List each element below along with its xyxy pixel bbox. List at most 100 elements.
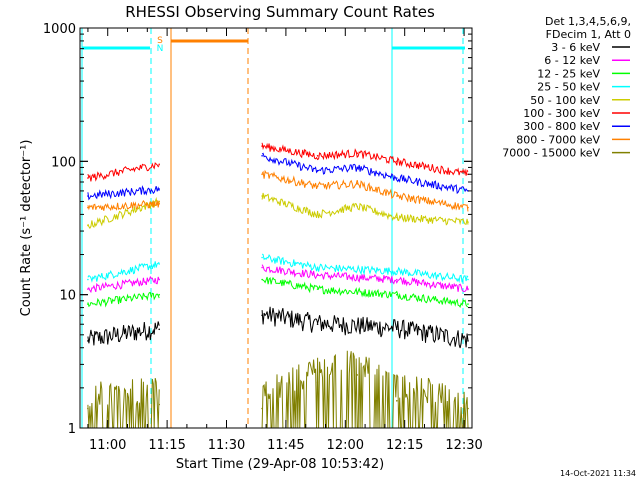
series-800-7000-kev (87, 169, 469, 212)
data-point (467, 221, 469, 223)
chart-title: RHESSI Observing Summary Count Rates (125, 3, 435, 21)
data-point (261, 173, 263, 176)
series-line (87, 377, 160, 429)
data-point (467, 303, 469, 305)
data-point (87, 407, 89, 410)
x-tick-label: 11:00 (89, 438, 126, 453)
data-point (158, 263, 160, 265)
legend-label: 25 - 50 keV (537, 81, 600, 94)
series-6-12-kev (87, 264, 469, 294)
data-point (467, 278, 469, 281)
data-point (158, 188, 160, 190)
legend-item: 800 - 7000 keV (516, 133, 630, 146)
legend-header-line: FDecim 1, Att 0 (546, 28, 631, 41)
data-point (356, 205, 359, 208)
series-line (87, 185, 160, 201)
series-line (87, 162, 160, 182)
data-point (87, 177, 89, 179)
y-tick-label: 100 (51, 155, 76, 170)
data-point (87, 195, 89, 197)
series-line (261, 169, 469, 212)
series-12-25-kev (87, 276, 469, 308)
data-point (87, 224, 89, 227)
x-tick-label: 12:00 (327, 438, 364, 453)
y-tick-label: 1 (68, 422, 76, 437)
data-point (316, 381, 319, 384)
annotation-label-n: N (157, 44, 164, 54)
legend-label: 300 - 800 keV (523, 120, 600, 133)
legend-label: 7000 - 15000 keV (502, 147, 600, 160)
legend-label: 6 - 12 keV (544, 54, 600, 67)
legend-label: 100 - 300 keV (523, 107, 600, 120)
legend-item: 6 - 12 keV (544, 54, 630, 67)
data-point (261, 256, 263, 259)
data-point (316, 185, 319, 188)
legend-label: 12 - 25 keV (537, 67, 600, 80)
data-point (396, 195, 398, 197)
data-point (158, 278, 160, 281)
data-point (396, 216, 398, 219)
plot-frame (79, 27, 473, 429)
legend-item: 25 - 50 keV (537, 81, 630, 94)
series-line (261, 192, 469, 226)
legend-label: 50 - 100 keV (530, 94, 600, 107)
data-point (87, 303, 89, 305)
data-point (87, 340, 89, 342)
x-axis: 11:00 11:15 11:30 11:45 12:00 12:15 12:30 (87, 28, 483, 453)
x-tick-label: 11:45 (267, 438, 304, 453)
data-point (316, 274, 319, 277)
y-tick-label: 1000 (43, 22, 76, 37)
series-300-800-kev (87, 152, 469, 201)
legend-item: 3 - 6 keV (551, 41, 630, 54)
data-point (467, 340, 469, 342)
x-axis-label: Start Time (29-Apr-08 10:53:42) (176, 457, 384, 472)
series-line (87, 321, 160, 346)
data-point (316, 288, 319, 290)
data-point (396, 177, 398, 179)
data-point (261, 314, 263, 317)
data-point (356, 166, 359, 169)
legend-item: 7000 - 15000 keV (502, 147, 630, 160)
x-tick-label: 12:30 (445, 438, 482, 453)
series-line (87, 200, 160, 212)
annotation-label-s: S (157, 36, 163, 46)
data-point (261, 155, 263, 157)
series-line (261, 152, 469, 195)
data-point (356, 374, 359, 376)
legend-item: 12 - 25 keV (537, 67, 630, 80)
data-point (87, 278, 89, 281)
data-point (261, 195, 263, 197)
series-3-6-kev (87, 306, 469, 349)
data-point (356, 182, 359, 185)
series-line (261, 306, 469, 349)
y-axis-label: Count Rate (s⁻¹ detector⁻¹) (19, 140, 34, 317)
data-point (316, 155, 319, 157)
data-point (396, 160, 398, 163)
x-tick-label: 11:15 (148, 438, 185, 453)
data-point (316, 169, 319, 172)
data-point (87, 206, 89, 209)
series-line (261, 253, 469, 284)
series-line (87, 275, 160, 294)
series-100-300-kev (87, 142, 469, 182)
footer-timestamp: 14-Oct-2021 11:34 (560, 469, 636, 478)
data-point (396, 293, 398, 296)
legend-item: 300 - 800 keV (523, 120, 630, 133)
data-point (396, 278, 398, 281)
legend-label: 3 - 6 keV (551, 41, 600, 54)
series-25-50-kev (87, 253, 469, 284)
data-point (467, 288, 469, 290)
data-point (467, 206, 469, 209)
data-point (316, 323, 319, 326)
data-point (87, 288, 89, 290)
data-point (396, 400, 398, 402)
x-tick-label: 11:30 (208, 438, 245, 453)
data-point (467, 407, 469, 410)
data-point (396, 328, 398, 331)
y-tick-label: 10 (59, 289, 76, 304)
series-line (261, 264, 469, 293)
data-point (261, 266, 263, 269)
series-line (87, 261, 160, 283)
legend-item: 100 - 300 keV (523, 107, 630, 120)
